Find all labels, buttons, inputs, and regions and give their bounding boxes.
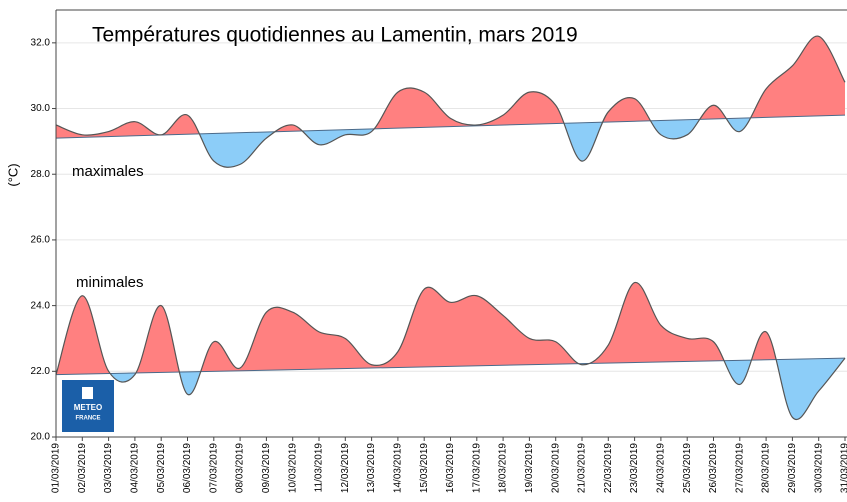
logo-text: METEO [74, 403, 102, 412]
normal-line [55, 114, 846, 139]
x-tick-label: 18/03/2019 [498, 443, 509, 493]
y-tick-label: 22.0 [31, 366, 51, 377]
x-tick-label: 07/03/2019 [208, 443, 219, 493]
x-tick-label: 31/03/2019 [840, 443, 847, 493]
series-label: minimales [76, 274, 144, 291]
x-tick-label: 05/03/2019 [156, 443, 167, 493]
x-tick-label: 30/03/2019 [813, 443, 824, 493]
x-tick-label: 21/03/2019 [577, 443, 588, 493]
x-tick-label: 08/03/2019 [235, 443, 246, 493]
x-tick-label: 27/03/2019 [734, 443, 745, 493]
x-tick-label: 09/03/2019 [261, 443, 272, 493]
y-tick-label: 32.0 [31, 37, 51, 48]
y-tick-label: 28.0 [31, 169, 51, 180]
logo-text: FRANCE [76, 416, 101, 422]
x-tick-label: 04/03/2019 [130, 443, 141, 493]
x-tick-label: 25/03/2019 [682, 443, 693, 493]
x-tick-label: 15/03/2019 [419, 443, 430, 493]
x-tick-label: 10/03/2019 [287, 443, 298, 493]
x-tick-label: 06/03/2019 [182, 443, 193, 493]
logo-icon [82, 387, 93, 399]
x-tick-label: 26/03/2019 [708, 443, 719, 493]
x-tick-label: 22/03/2019 [603, 443, 614, 493]
x-tick-label: 03/03/2019 [103, 443, 114, 493]
series-label: maximales [72, 163, 144, 180]
x-tick-label: 02/03/2019 [77, 443, 88, 493]
x-tick-label: 14/03/2019 [393, 443, 404, 493]
plot-area [56, 10, 847, 437]
x-tick-label: 19/03/2019 [524, 443, 535, 493]
chart-title: Températures quotidiennes au Lamentin, m… [92, 24, 578, 47]
areas [55, 35, 846, 420]
x-tick-label: 01/03/2019 [51, 443, 62, 493]
x-tick-label: 13/03/2019 [366, 443, 377, 493]
x-tick-label: 29/03/2019 [787, 443, 798, 493]
x-tick-label: 20/03/2019 [550, 443, 561, 493]
series-line [55, 282, 846, 420]
x-tick-label: 16/03/2019 [445, 443, 456, 493]
x-tick-label: 24/03/2019 [656, 443, 667, 493]
y-tick-label: 26.0 [31, 235, 51, 246]
x-tick-label: 11/03/2019 [314, 443, 325, 493]
y-tick-label: 30.0 [31, 103, 51, 114]
normal-line [55, 357, 846, 376]
series-line [55, 35, 846, 168]
y-tick-label: 20.0 [31, 432, 51, 443]
y-tick-label: 24.0 [31, 300, 51, 311]
x-tick-label: 17/03/2019 [471, 443, 482, 493]
y-axis-title: (°C) [5, 163, 20, 186]
area-below [56, 115, 845, 168]
x-tick-label: 23/03/2019 [629, 443, 640, 493]
x-tick-label: 28/03/2019 [761, 443, 772, 493]
area-above [56, 282, 845, 375]
x-tick-label: 12/03/2019 [340, 443, 351, 493]
